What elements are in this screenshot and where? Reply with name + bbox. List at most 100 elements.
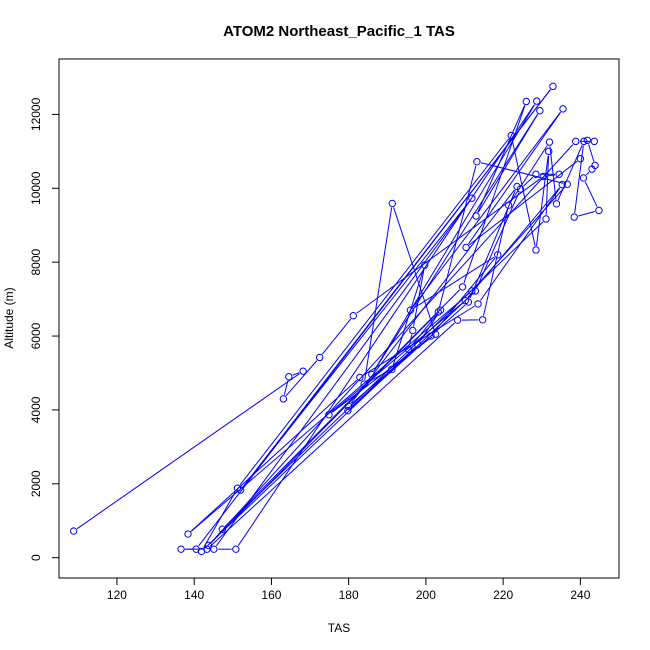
series-segment xyxy=(285,360,318,397)
data-point xyxy=(478,316,487,324)
series-segment xyxy=(588,144,595,162)
data-point xyxy=(236,486,245,494)
series-segment xyxy=(511,139,536,246)
series-segment xyxy=(76,373,300,530)
data-point xyxy=(522,97,531,106)
data-point xyxy=(356,373,364,382)
data-point xyxy=(555,170,563,178)
series-segment xyxy=(547,174,556,177)
y-axis-label: Altitude (m) xyxy=(2,287,16,348)
data-point xyxy=(431,330,440,338)
data-point xyxy=(552,200,561,208)
data-point xyxy=(590,137,598,146)
data-point xyxy=(344,406,352,415)
series-segment xyxy=(578,211,595,217)
data-point xyxy=(579,174,588,182)
data-point xyxy=(69,527,78,535)
series-segment xyxy=(239,138,510,486)
series-segment xyxy=(190,379,358,532)
series-segment xyxy=(477,114,539,213)
data-point xyxy=(504,201,513,209)
data-point xyxy=(421,261,429,269)
data-point xyxy=(532,170,540,178)
x-tick-label: 120 xyxy=(107,588,127,602)
data-point xyxy=(414,340,422,349)
series-segment xyxy=(351,338,429,404)
series-segment xyxy=(549,146,557,200)
data-point xyxy=(232,545,240,553)
data-point xyxy=(549,82,557,91)
data-point xyxy=(434,308,442,316)
y-tick-label: 8000 xyxy=(29,248,43,275)
series-segment xyxy=(373,104,535,372)
series-layer xyxy=(69,82,603,556)
data-point xyxy=(545,138,554,146)
series-segment xyxy=(586,171,590,176)
data-point xyxy=(210,545,218,553)
data-point xyxy=(576,155,585,163)
series-segment xyxy=(557,145,583,201)
data-point xyxy=(203,545,211,553)
data-point xyxy=(595,206,603,215)
data-point xyxy=(285,372,293,381)
x-tick-label: 200 xyxy=(416,588,436,602)
data-point xyxy=(436,306,445,314)
data-point xyxy=(325,411,333,419)
series-segment xyxy=(410,313,439,347)
y-tick-label: 2000 xyxy=(29,470,43,497)
data-point xyxy=(462,243,470,252)
data-point xyxy=(532,246,540,254)
series-segment xyxy=(190,293,469,532)
data-point xyxy=(184,530,192,538)
series-segment xyxy=(510,145,548,203)
series-segment xyxy=(393,207,435,331)
x-tick-label: 180 xyxy=(339,588,359,602)
data-point xyxy=(279,395,288,403)
series-segment xyxy=(211,314,436,543)
data-point xyxy=(542,215,550,223)
data-point xyxy=(368,370,376,379)
series-segment xyxy=(545,155,550,215)
data-point xyxy=(344,402,353,410)
data-point xyxy=(474,300,482,308)
series-segment xyxy=(210,144,574,543)
y-axis: 0 2000 4000 6000 8000 10000 12000 xyxy=(29,97,60,561)
series-segment xyxy=(350,304,466,409)
data-point xyxy=(472,212,480,220)
data-point xyxy=(536,107,544,115)
data-point xyxy=(464,298,473,306)
series-segment xyxy=(215,201,470,547)
data-point xyxy=(591,161,599,170)
series-segment xyxy=(468,112,562,245)
data-point xyxy=(177,545,185,553)
series-segment xyxy=(292,372,300,376)
series-segment xyxy=(433,257,496,334)
series-segment xyxy=(467,187,560,298)
series-segment xyxy=(477,105,526,213)
series-segment xyxy=(574,145,584,213)
data-point xyxy=(404,345,413,354)
data-point xyxy=(192,545,200,553)
series-segment xyxy=(480,187,561,301)
data-point xyxy=(545,147,553,156)
data-point xyxy=(494,251,502,259)
series-segment xyxy=(367,370,389,383)
series-segment xyxy=(209,322,455,547)
data-point xyxy=(349,312,357,320)
data-point xyxy=(468,194,476,202)
data-point xyxy=(570,213,578,221)
data-point xyxy=(453,316,462,324)
data-point xyxy=(360,380,368,388)
plot-frame xyxy=(58,58,620,579)
data-point xyxy=(558,180,566,189)
series-segment xyxy=(536,155,549,246)
data-point xyxy=(563,180,571,188)
data-point xyxy=(315,353,324,362)
y-tick-label: 12000 xyxy=(29,97,43,131)
data-point xyxy=(406,306,415,314)
data-point xyxy=(409,326,417,335)
series-segment xyxy=(438,165,477,309)
chart-title: ATOM2 Northeast_Pacific_1 TAS xyxy=(223,23,455,40)
data-point xyxy=(388,199,396,208)
